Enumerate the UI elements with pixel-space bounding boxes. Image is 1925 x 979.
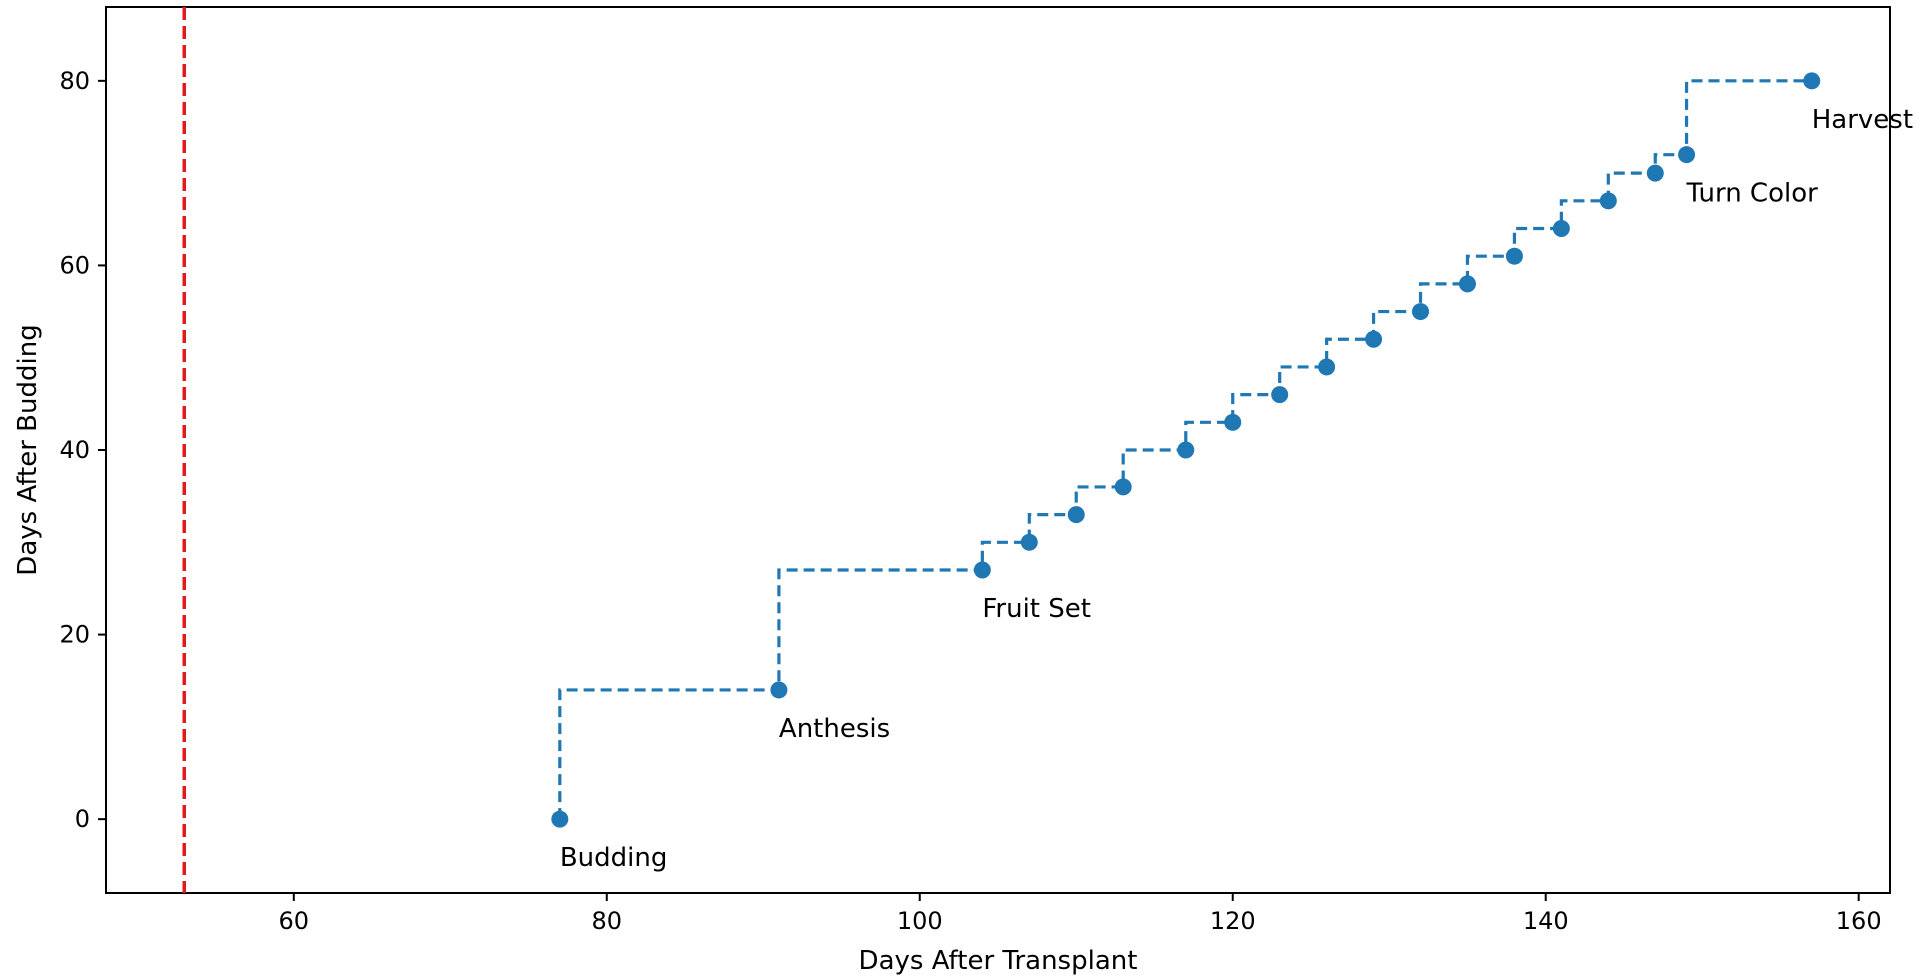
x-tick-label: 160	[1836, 907, 1882, 935]
data-point	[1599, 192, 1617, 210]
annotation-label: Anthesis	[779, 714, 890, 744]
points-layer	[551, 72, 1821, 828]
annotations-layer: Budding Anthesis Fruit Set Turn Color Harves…	[560, 105, 1913, 873]
data-point	[1365, 330, 1383, 348]
x-tick-label: 100	[897, 907, 943, 935]
x-axis: 60 80 100 120 140 160	[279, 893, 1882, 935]
annotation-label: Turn Color	[1686, 179, 1819, 209]
annotation-label: Fruit Set	[982, 594, 1091, 624]
annotation-label: Harvest	[1812, 105, 1913, 135]
data-point	[551, 810, 569, 828]
data-point	[1678, 146, 1696, 164]
data-point	[1067, 506, 1085, 524]
y-tick-label: 80	[59, 67, 90, 95]
y-tick-label: 20	[59, 621, 90, 649]
annotation-label: Budding	[560, 843, 668, 873]
data-point	[1458, 275, 1476, 293]
data-point	[973, 561, 991, 579]
x-axis-label: Days After Transplant	[859, 946, 1138, 976]
x-tick-label: 120	[1210, 907, 1256, 935]
data-point	[1318, 358, 1336, 376]
data-point	[1224, 413, 1242, 431]
plot-area	[105, 6, 1891, 894]
data-point	[1114, 478, 1132, 496]
data-point	[1646, 164, 1664, 182]
data-point	[1020, 533, 1038, 551]
data-point	[1412, 303, 1430, 321]
y-tick-label: 0	[75, 805, 90, 833]
y-tick-label: 60	[59, 251, 90, 279]
data-point	[770, 681, 788, 699]
y-axis-label: Days After Budding	[13, 324, 43, 575]
x-tick-label: 80	[591, 907, 622, 935]
data-point	[1505, 247, 1523, 265]
y-axis: 0 20 40 60 80	[59, 67, 106, 833]
x-tick-label: 140	[1523, 907, 1569, 935]
data-point	[1271, 386, 1289, 404]
y-tick-label: 40	[59, 436, 90, 464]
x-tick-label: 60	[279, 907, 310, 935]
data-point	[1552, 220, 1570, 237]
data-point	[1177, 441, 1195, 459]
data-point	[1803, 72, 1821, 90]
